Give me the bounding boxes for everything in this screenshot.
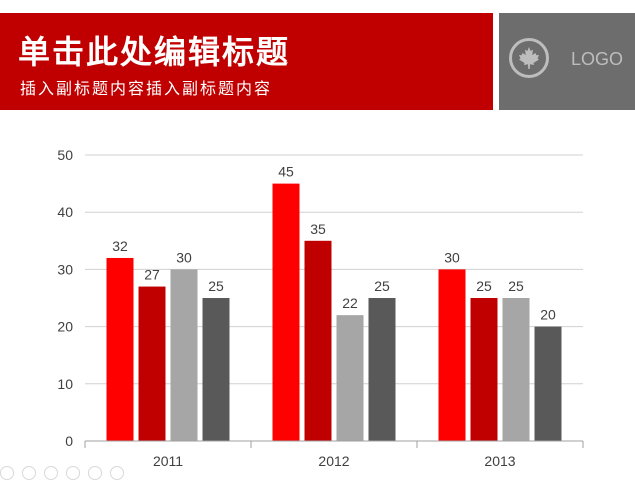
pen-icon[interactable] [44, 466, 58, 480]
previous-icon[interactable] [0, 466, 14, 480]
data-label: 22 [342, 295, 358, 311]
data-label: 32 [112, 238, 128, 254]
data-label: 27 [144, 267, 160, 283]
slides-icon[interactable] [66, 466, 80, 480]
data-label: 25 [208, 278, 224, 294]
page-subtitle[interactable]: 插入副标题内容插入副标题内容 [20, 79, 273, 98]
data-label: 35 [310, 221, 326, 237]
logo-text: LOGO [571, 49, 624, 69]
bar[interactable] [106, 257, 134, 441]
x-tick-label: 2013 [484, 453, 515, 466]
zoom-icon[interactable] [88, 466, 102, 480]
more-icon[interactable] [110, 466, 124, 480]
data-label: 25 [476, 278, 492, 294]
maple-leaf-icon [509, 38, 549, 78]
y-tick-label: 40 [57, 204, 73, 220]
logo-panel: LOGO [499, 13, 635, 110]
page-title[interactable]: 单击此处编辑标题 [18, 33, 291, 71]
bar[interactable] [368, 298, 396, 441]
data-label: 45 [278, 164, 294, 180]
bar[interactable] [138, 286, 166, 441]
header-banner: 单击此处编辑标题 插入副标题内容插入副标题内容 [0, 13, 493, 110]
bar[interactable] [470, 298, 498, 441]
bar[interactable] [502, 298, 530, 441]
bar[interactable] [336, 315, 364, 441]
data-label: 30 [176, 249, 192, 265]
y-tick-label: 50 [57, 147, 73, 163]
data-label: 25 [374, 278, 390, 294]
data-label: 25 [508, 278, 524, 294]
y-tick-label: 30 [57, 261, 73, 277]
data-label: 20 [540, 307, 556, 323]
bar[interactable] [534, 326, 562, 441]
y-tick-label: 20 [57, 319, 73, 335]
y-tick-label: 0 [65, 433, 73, 449]
data-label: 30 [444, 249, 460, 265]
slide-toolbar [0, 466, 124, 484]
y-tick-label: 10 [57, 376, 73, 392]
bar[interactable] [202, 298, 230, 441]
bar[interactable] [304, 240, 332, 441]
bar[interactable] [438, 269, 466, 441]
bar-chart: 32 27 30 25 45 35 22 25 30 25 25 20 0 10 20 30 40 50 2011… [57, 147, 584, 466]
play-icon[interactable] [22, 466, 36, 480]
bar[interactable] [272, 183, 300, 441]
bar[interactable] [170, 269, 198, 441]
x-tick-label: 2012 [318, 453, 349, 466]
x-tick-label: 2011 [153, 453, 183, 466]
